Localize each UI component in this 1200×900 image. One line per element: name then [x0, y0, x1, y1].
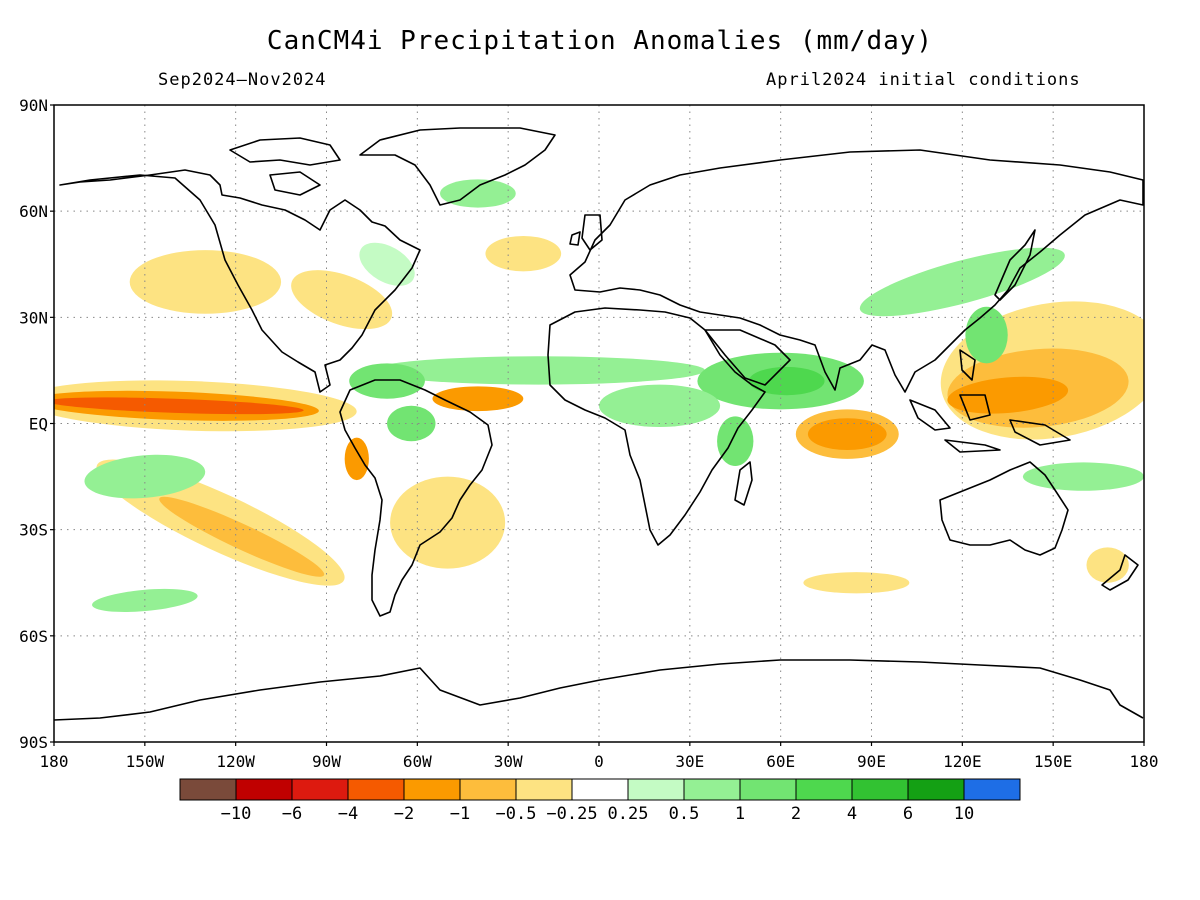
anomaly-region [349, 363, 425, 399]
colorbar-swatch [795, 778, 853, 801]
new-zealand-coast [1101, 554, 1139, 591]
antarctica-coast [54, 659, 1144, 721]
forecast-period: Sep2024–Nov2024 [158, 70, 327, 90]
anomaly-region [359, 242, 415, 286]
lon-tick-label: 180 [1130, 752, 1159, 771]
north-america-coast [59, 169, 421, 393]
lat-tick-label: 90N [19, 96, 48, 115]
lon-tick-label: 90W [312, 752, 341, 771]
lon-tick-label: 120E [943, 752, 982, 771]
greenland-coast [359, 127, 556, 206]
lon-tick-label: 180 [40, 752, 69, 771]
arabia-coast [704, 329, 791, 386]
lat-tick-label: 30S [19, 521, 48, 540]
anomaly-region [599, 384, 721, 428]
colorbar-label: 1 [735, 804, 745, 824]
anomaly-region [965, 306, 1008, 364]
africa-coast [547, 307, 766, 546]
colorbar: −10 −6 −4 −2 −1 −0.5 −0.25 0.25 0.5 1 2 4 6 10 [179, 778, 1021, 824]
colorbar-label: 0.5 [669, 804, 700, 824]
lon-tick-label: 60E [766, 752, 795, 771]
colorbar-swatch [907, 778, 965, 801]
coastlines [54, 127, 1144, 721]
lon-tick-label: 150E [1034, 752, 1073, 771]
lon-tick-label: 30W [494, 752, 523, 771]
madagascar-coast [734, 461, 753, 506]
map-panel [53, 104, 1145, 743]
south-america-coast [339, 379, 493, 617]
anomaly-region [440, 179, 516, 208]
anomaly-region [1022, 462, 1144, 491]
colorbar-label: −2 [394, 804, 414, 824]
lon-tick-label: 90E [857, 752, 886, 771]
initial-conditions: April2024 initial conditions [766, 70, 1081, 90]
lat-tick-label: EQ [29, 415, 48, 434]
eurasia-coast [569, 149, 1144, 393]
colorbar-label: 0.25 [608, 804, 649, 824]
colorbar-swatch [851, 778, 909, 801]
anomaly-region [748, 366, 825, 396]
colorbar-label: 6 [903, 804, 913, 824]
anomaly-region [54, 397, 304, 415]
anomaly-region [291, 270, 393, 330]
colorbar-swatch [403, 778, 461, 801]
anomaly-region [159, 496, 325, 577]
lat-tick-label: 60N [19, 202, 48, 221]
japan-coast [994, 229, 1036, 301]
anomaly-region [371, 356, 705, 385]
colorbar-label: 10 [954, 804, 974, 824]
lon-tick-label: 30E [675, 752, 704, 771]
colorbar-label: −0.5 [496, 804, 537, 824]
lon-tick-label: 0 [594, 752, 604, 771]
colorbar-label: −0.25 [546, 804, 597, 824]
colorbar-label: 2 [791, 804, 801, 824]
maritime-continent-coast [909, 349, 1071, 453]
colorbar-swatch [291, 778, 349, 801]
colorbar-swatch [179, 778, 237, 801]
lat-tick-label: 30N [19, 308, 48, 327]
colorbar-label: −1 [450, 804, 470, 824]
colorbar-label: 4 [847, 804, 857, 824]
anomaly-region [129, 250, 282, 314]
colorbar-swatch [515, 778, 573, 801]
colorbar-label: −6 [282, 804, 302, 824]
colorbar-swatch [963, 778, 1021, 801]
anomaly-region [717, 416, 754, 466]
lon-tick-label: 150W [126, 752, 165, 771]
anomaly-region [432, 386, 524, 412]
lon-tick-label: 120W [216, 752, 255, 771]
anomaly-region [485, 235, 562, 272]
colorbar-swatch [459, 778, 517, 801]
anomaly-region [1086, 547, 1129, 583]
colorbar-swatch [347, 778, 405, 801]
colorbar-label: −10 [221, 804, 252, 824]
anomaly-region [387, 405, 436, 442]
canadian-islands [229, 137, 341, 196]
anomaly-region [344, 437, 369, 481]
graticule [54, 105, 1144, 742]
colorbar-swatch [627, 778, 685, 801]
lon-tick-label: 60W [403, 752, 432, 771]
colorbar-swatch [571, 778, 629, 801]
colorbar-swatch [683, 778, 741, 801]
australia-coast [939, 461, 1069, 556]
british-isles-coast [569, 214, 603, 251]
colorbar-label: −4 [338, 804, 358, 824]
map-title: CanCM4i Precipitation Anomalies (mm/day) [266, 26, 934, 56]
colorbar-swatch [235, 778, 293, 801]
lat-tick-label: 60S [19, 627, 48, 646]
anomaly-region [807, 418, 887, 451]
anomaly-region [947, 376, 1069, 414]
lat-tick-label: 90S [19, 733, 48, 752]
anomaly-field [54, 179, 1144, 612]
anomaly-region [803, 572, 910, 594]
colorbar-swatch [739, 778, 797, 801]
